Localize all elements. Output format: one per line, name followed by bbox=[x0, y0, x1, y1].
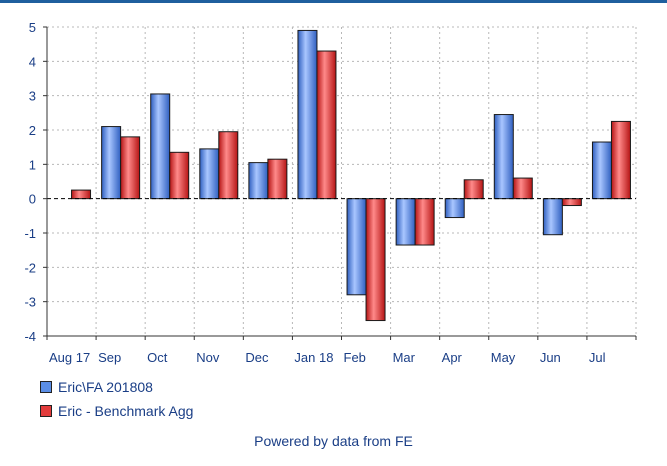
bar-series-1 bbox=[346, 198, 367, 296]
bar-series-2 bbox=[169, 151, 190, 200]
legend-swatch-series-1 bbox=[40, 381, 52, 393]
legend-label-series-2: Eric - Benchmark Agg bbox=[58, 403, 194, 419]
x-tick-label: Nov bbox=[196, 350, 220, 365]
tick-labels: 5 4 3 2 1 0 -1 -2 -3 -4 Aug 17 Sep Oct Nov Dec Jan 18 Fe… bbox=[24, 20, 605, 365]
y-tick-label: 2 bbox=[29, 123, 36, 138]
bar-series-1 bbox=[591, 141, 612, 200]
y-tick-label: 0 bbox=[29, 192, 36, 207]
bar-series-1 bbox=[199, 148, 220, 200]
bar-series-2 bbox=[365, 198, 386, 322]
bar-series-1 bbox=[297, 29, 318, 200]
bar-series-1 bbox=[493, 114, 514, 200]
x-tick-label: Feb bbox=[344, 350, 366, 365]
axes bbox=[43, 26, 637, 340]
x-tick-label: Jan 18 bbox=[294, 350, 333, 365]
bar-series-2 bbox=[267, 158, 288, 200]
bar-series-1 bbox=[395, 198, 416, 246]
y-tick-label: -3 bbox=[24, 295, 36, 310]
bar-series-2 bbox=[561, 198, 582, 207]
y-tick-label: 4 bbox=[29, 54, 36, 69]
y-tick-label: -4 bbox=[24, 329, 36, 344]
x-tick-label: May bbox=[491, 350, 516, 365]
bar-series-2 bbox=[71, 189, 92, 200]
bar-series-2 bbox=[120, 136, 141, 200]
y-tick-label: 5 bbox=[29, 20, 36, 35]
x-tick-label: Apr bbox=[442, 350, 463, 365]
bar-series-1 bbox=[101, 126, 122, 200]
y-tick-label: 1 bbox=[29, 157, 36, 172]
bar-series-2 bbox=[218, 131, 239, 200]
legend-item-series-1: Eric\FA 201808 bbox=[40, 376, 193, 398]
x-tick-label: Sep bbox=[98, 350, 121, 365]
bar-series-1 bbox=[542, 198, 563, 236]
top-border bbox=[0, 0, 667, 3]
x-tick-label: Aug 17 bbox=[49, 350, 90, 365]
legend-item-series-2: Eric - Benchmark Agg bbox=[40, 400, 193, 422]
footer-credit: Powered by data from FE bbox=[254, 433, 413, 449]
x-tick-label: Dec bbox=[245, 350, 269, 365]
legend: Eric\FA 201808 Eric - Benchmark Agg bbox=[40, 376, 193, 424]
y-tick-label: -1 bbox=[24, 226, 36, 241]
bars bbox=[71, 29, 631, 322]
x-tick-label: Oct bbox=[147, 350, 168, 365]
x-tick-label: Jul bbox=[589, 350, 606, 365]
legend-swatch-series-2 bbox=[40, 405, 52, 417]
bar-chart: 5 4 3 2 1 0 -1 -2 -3 -4 Aug 17 Sep Oct Nov Dec Jan 18 Fe… bbox=[24, 20, 637, 365]
y-tick-label: -2 bbox=[24, 260, 36, 275]
x-tick-label: Mar bbox=[393, 350, 416, 365]
bar-series-2 bbox=[316, 50, 337, 200]
bar-series-2 bbox=[414, 198, 435, 246]
bar-series-2 bbox=[512, 177, 533, 200]
bar-series-2 bbox=[610, 120, 631, 200]
x-tick-label: Jun bbox=[540, 350, 561, 365]
bar-series-2 bbox=[463, 179, 484, 200]
bar-series-1 bbox=[444, 198, 465, 219]
legend-label-series-1: Eric\FA 201808 bbox=[58, 379, 153, 395]
bar-series-1 bbox=[248, 162, 269, 200]
y-tick-label: 3 bbox=[29, 89, 36, 104]
bar-series-1 bbox=[150, 93, 171, 200]
